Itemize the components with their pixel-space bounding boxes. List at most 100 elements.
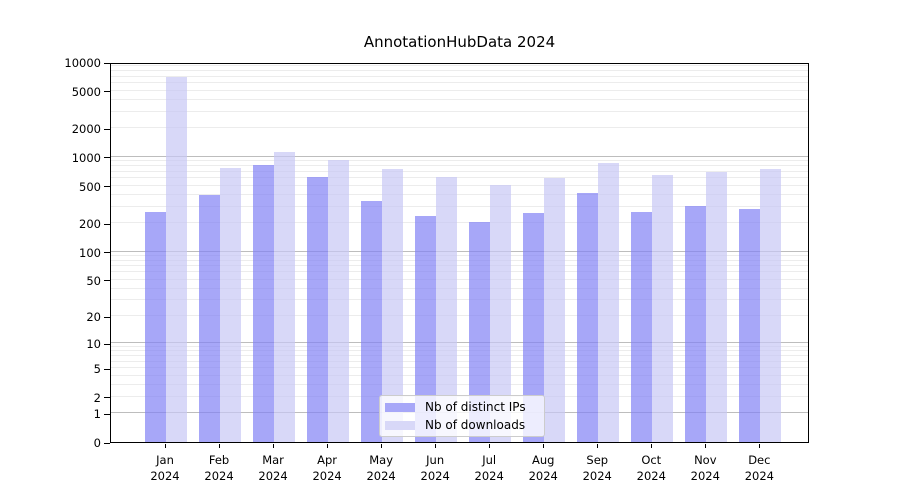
x-tick-mark xyxy=(704,444,706,448)
y-tick-label: 10 xyxy=(86,337,101,352)
bar-downloads-nov xyxy=(706,171,728,442)
y-tick-mark xyxy=(104,413,110,415)
legend-swatch-downloads xyxy=(385,420,415,430)
bar-distinct-ips-sep xyxy=(577,192,599,442)
y-tick-label: 10000 xyxy=(64,56,101,70)
bar-distinct-ips-jan xyxy=(145,212,166,442)
y-tick-label: 50 xyxy=(86,273,101,288)
legend-label-distinct-ips: Nb of distinct IPs xyxy=(425,400,526,414)
x-tick-label-oct: Oct 2024 xyxy=(636,453,666,483)
gridline-minor xyxy=(111,299,808,301)
y-tick-mark xyxy=(104,316,110,318)
x-tick-label-mar: Mar 2024 xyxy=(258,453,288,483)
gridline-minor xyxy=(111,374,808,376)
bar-downloads-aug xyxy=(544,178,566,442)
y-tick-label: 2000 xyxy=(71,122,101,137)
bar-distinct-ips-nov xyxy=(685,205,707,442)
gridline-minor xyxy=(111,205,808,207)
y-tick-label: 2 xyxy=(93,390,101,405)
bar-distinct-ips-apr xyxy=(307,177,329,442)
x-tick-mark xyxy=(272,444,274,448)
gridline-minor xyxy=(111,110,808,112)
x-tick-mark xyxy=(488,444,490,448)
x-tick-label-nov: Nov 2024 xyxy=(690,453,720,483)
bar-distinct-ips-dec xyxy=(739,209,761,442)
bar-distinct-ips-may xyxy=(361,200,383,442)
gridline-minor xyxy=(111,259,808,261)
bar-downloads-may xyxy=(382,169,404,442)
x-tick-label-apr: Apr 2024 xyxy=(312,453,342,483)
gridline-minor xyxy=(111,165,808,167)
legend-swatch-distinct-ips xyxy=(385,402,415,412)
x-tick-label-jan: Jan 2024 xyxy=(150,453,180,483)
y-tick-mark xyxy=(104,157,110,159)
gridline-minor xyxy=(111,367,808,369)
gridline-minor xyxy=(111,360,808,362)
x-axis: Jan 2024 Feb 2024 Mar 2024 Apr 2024 May 2024 Jun 20… xyxy=(110,443,809,499)
x-tick-mark xyxy=(758,444,760,448)
bar-distinct-ips-jun xyxy=(415,215,437,442)
y-tick-mark xyxy=(104,397,110,399)
plot-area: Nb of distinct IPs Nb of downloads xyxy=(110,63,809,443)
y-axis-tick-marks xyxy=(104,62,110,444)
gridline-minor xyxy=(111,383,808,385)
y-axis-tick-labels: 0 1 2 5 10 20 50 100 200 500 1000 2000 5000 10000 xyxy=(0,56,101,450)
bar-downloads-oct xyxy=(652,175,674,442)
gridline-minor xyxy=(111,177,808,179)
gridline-minor xyxy=(111,82,808,84)
gridline-minor xyxy=(111,271,808,273)
bar-distinct-ips-mar xyxy=(253,165,275,442)
gridline-minor xyxy=(111,127,808,129)
bar-downloads-dec xyxy=(760,168,782,442)
gridline-minor xyxy=(111,89,808,91)
bar-downloads-jan xyxy=(166,77,187,442)
y-tick-mark xyxy=(104,368,110,370)
gridline-minor xyxy=(111,350,808,352)
gridline-minor xyxy=(111,355,808,357)
y-tick-mark xyxy=(104,252,110,254)
gridline-minor xyxy=(111,184,808,186)
gridline-minor xyxy=(111,65,808,67)
bar-downloads-feb xyxy=(220,168,242,442)
y-tick-label: 200 xyxy=(79,217,101,232)
legend-label-downloads: Nb of downloads xyxy=(425,418,526,432)
bar-distinct-ips-feb xyxy=(199,195,221,442)
gridline-minor xyxy=(111,170,808,172)
x-tick-label-sep: Sep 2024 xyxy=(582,453,612,483)
y-tick-label: 0 xyxy=(93,436,101,450)
y-tick-label: 100 xyxy=(79,245,101,260)
bar-downloads-apr xyxy=(328,159,350,442)
gridline-minor xyxy=(111,278,808,280)
gridline-minor xyxy=(111,315,808,317)
x-tick-mark xyxy=(380,444,382,448)
y-tick-label: 500 xyxy=(79,179,101,194)
x-tick-label-jun: Jun 2024 xyxy=(420,453,450,483)
legend-item-downloads: Nb of downloads xyxy=(385,418,538,432)
bar-downloads-jul xyxy=(490,184,512,442)
x-tick-label-feb: Feb 2024 xyxy=(204,453,234,483)
chart-title: AnnotationHubData 2024 xyxy=(363,33,556,51)
x-tick-mark xyxy=(542,444,544,448)
y-tick-label: 5000 xyxy=(71,84,101,99)
y-tick-mark xyxy=(104,91,110,93)
x-tick-label-may: May 2024 xyxy=(366,453,396,483)
gridline-minor xyxy=(111,70,808,72)
bar-distinct-ips-oct xyxy=(631,212,653,442)
bar-downloads-sep xyxy=(598,162,620,442)
y-tick-label: 1000 xyxy=(71,150,101,165)
y-tick-label: 1 xyxy=(93,407,101,422)
y-tick-mark xyxy=(104,62,110,64)
bar-distinct-ips-aug xyxy=(523,212,545,442)
gridline-major xyxy=(111,342,808,344)
bar-downloads-jun xyxy=(436,176,458,442)
x-tick-mark xyxy=(596,444,598,448)
gridline-minor xyxy=(111,98,808,100)
y-tick-mark xyxy=(104,186,110,188)
x-tick-label-jul: Jul 2024 xyxy=(474,453,504,483)
gridline-minor xyxy=(111,346,808,348)
gridline-minor xyxy=(111,75,808,77)
bar-downloads-mar xyxy=(274,152,296,442)
gridline-minor xyxy=(111,265,808,267)
y-tick-label: 5 xyxy=(93,362,101,377)
